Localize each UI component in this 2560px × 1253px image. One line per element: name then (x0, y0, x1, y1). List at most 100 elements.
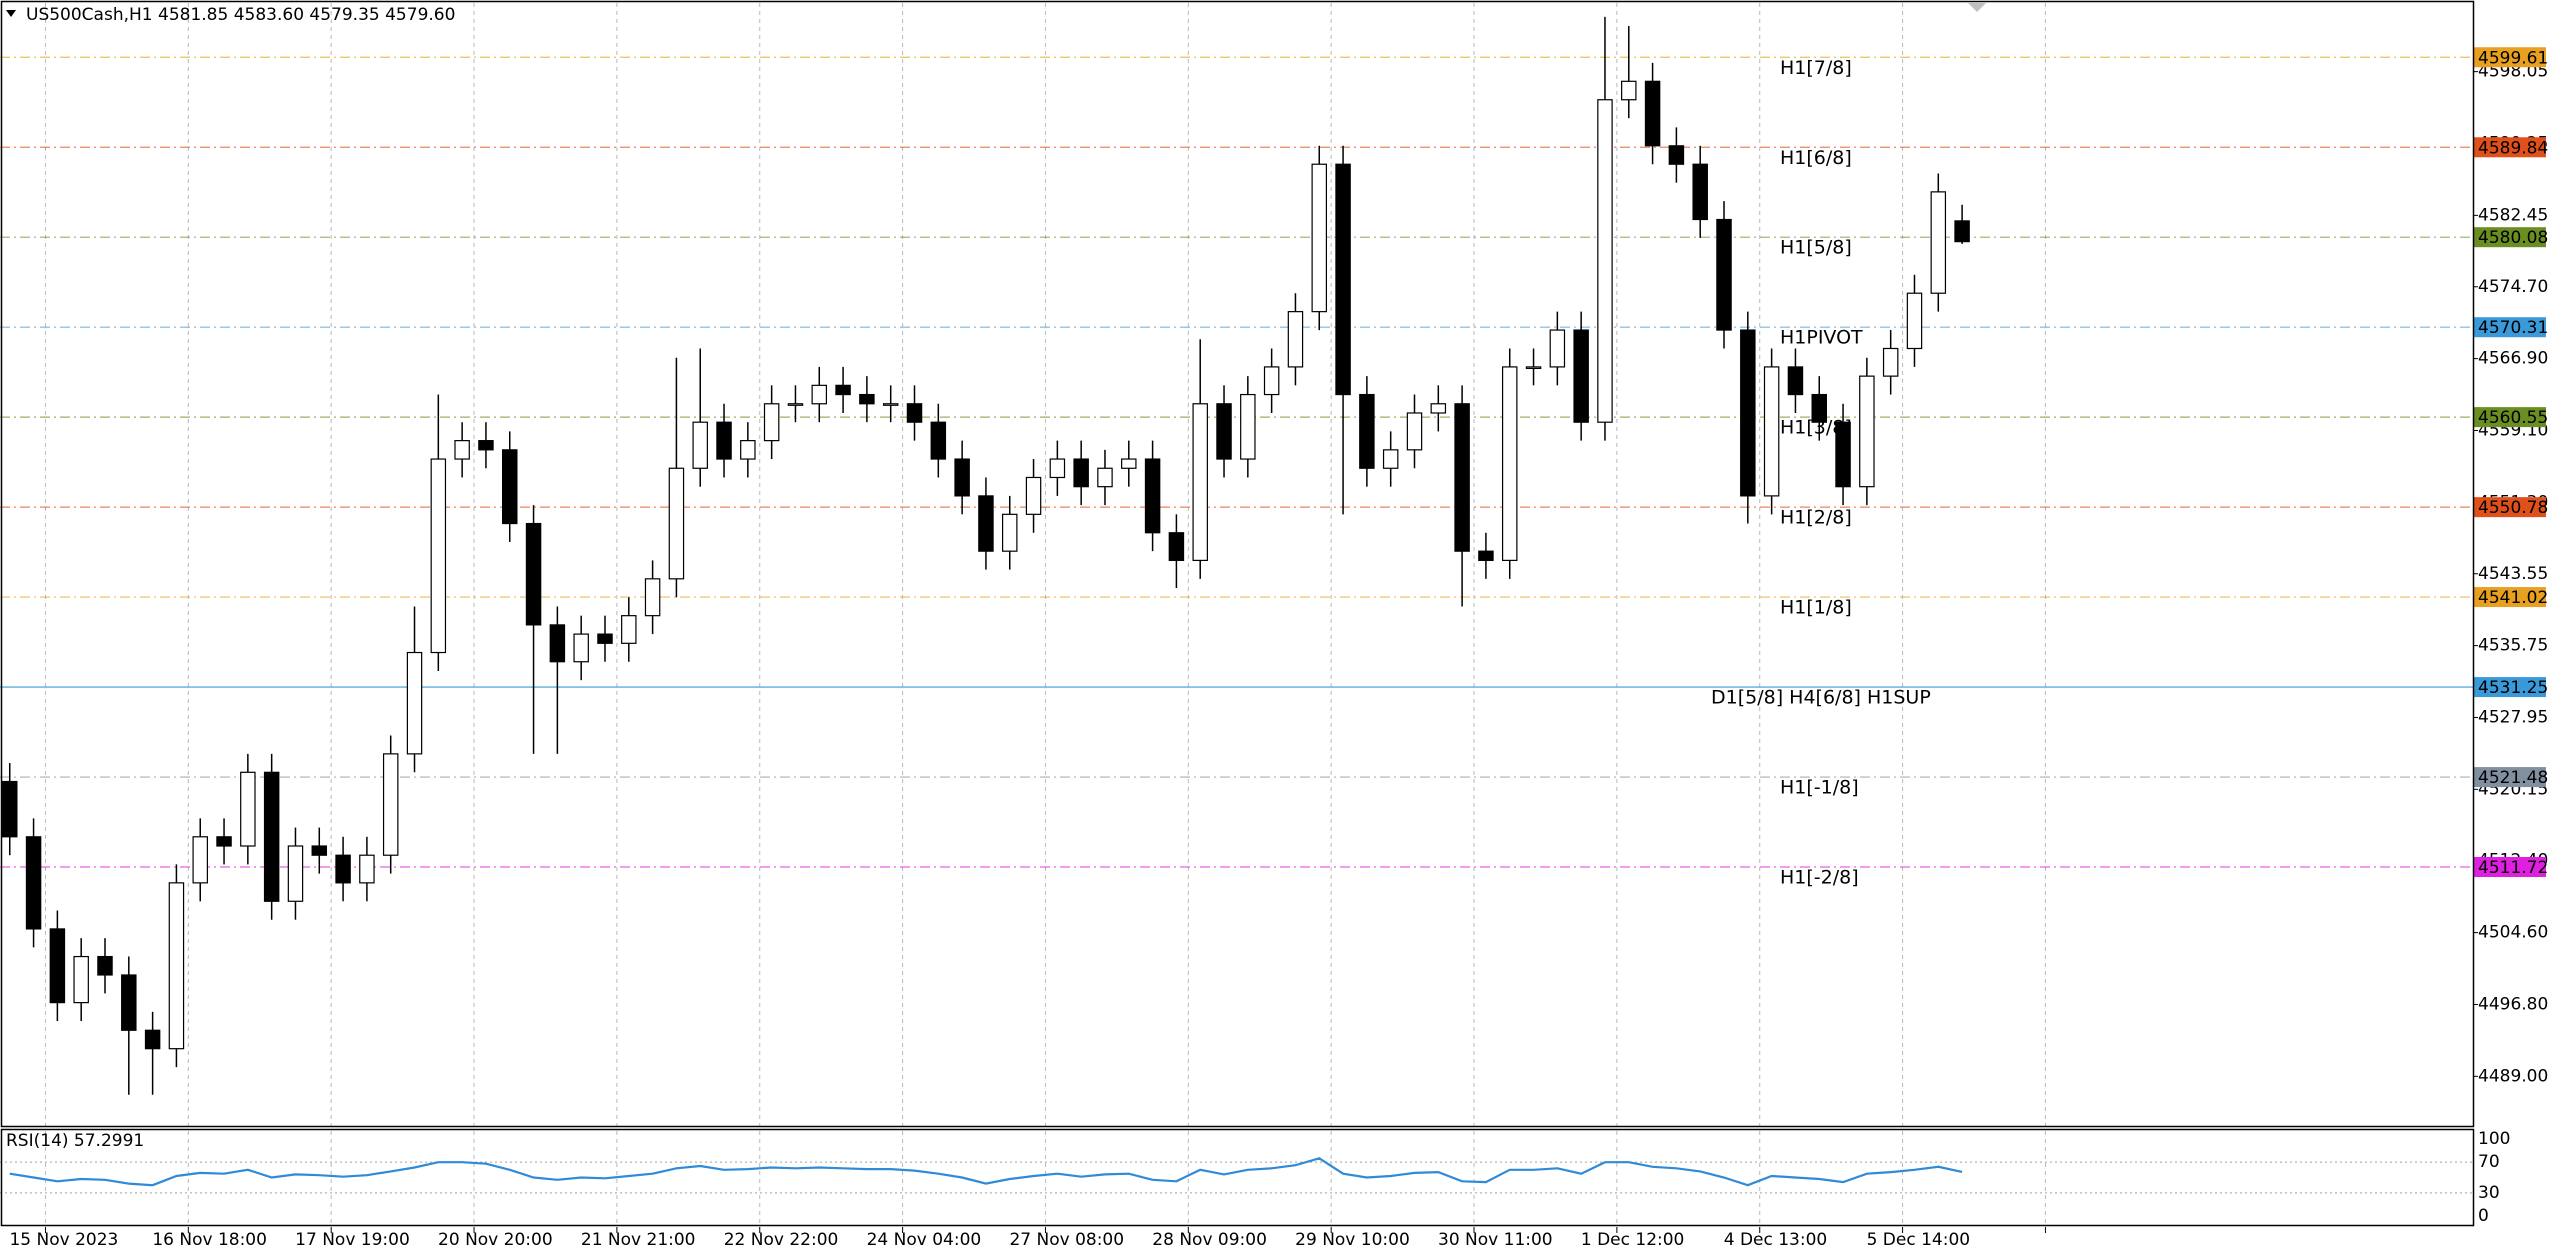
candle-body (1573, 329, 1589, 423)
level-badge-label: 4550.78 (2478, 498, 2548, 518)
x-tick-label: 5 Dec 14:00 (1867, 1230, 1971, 1250)
level-badge (2474, 857, 2546, 878)
candle-body (1168, 532, 1185, 561)
y-tick-label: 30 (2478, 1183, 2500, 1203)
chart-shift-marker (1968, 3, 1986, 12)
level-label: H1[2/8] (1780, 507, 1852, 529)
y-tick-label: 0 (2478, 1206, 2489, 1226)
candle-body (1954, 220, 1970, 243)
candle-body (478, 440, 494, 451)
level-label: H1[3/8] (1780, 417, 1852, 439)
candle-body (787, 403, 804, 406)
candle-body (1406, 412, 1423, 451)
candle-body (1811, 393, 1827, 423)
y-tick-label: 4574.70 (2478, 277, 2548, 297)
candle-body (121, 974, 137, 1031)
candle-body (216, 836, 232, 847)
level-badge-label: 4511.72 (2478, 858, 2548, 878)
candle-body (1835, 421, 1851, 488)
rsi-panel-frame (0, 1128, 2475, 1227)
candle-body (597, 633, 613, 644)
y-tick-label: 4566.90 (2478, 349, 2548, 369)
candle-body (1716, 218, 1732, 331)
candle-body (1930, 191, 1947, 294)
main-panel-frame (0, 0, 2475, 1128)
y-tick-label: 4535.75 (2478, 636, 2548, 656)
level-label: H1[6/8] (1780, 147, 1852, 169)
candle-body (1216, 403, 1232, 460)
candle-body (1549, 329, 1566, 368)
candle-body (1287, 311, 1304, 368)
candle-body (382, 753, 399, 856)
x-tick-label: 21 Nov 21:00 (581, 1230, 696, 1250)
level-badge (2474, 767, 2546, 788)
candle-body (1621, 80, 1637, 101)
candle-body (835, 384, 851, 396)
level-badge-label: 4589.84 (2478, 138, 2548, 158)
candle-body (1144, 458, 1161, 534)
candle-body (1430, 403, 1447, 414)
candle-body (1001, 513, 1018, 552)
level-label: H1[1/8] (1780, 597, 1852, 619)
candle-body (668, 467, 685, 580)
y-tick-label: 4504.60 (2478, 923, 2548, 943)
candle-body (73, 955, 89, 1004)
level-badge (2474, 47, 2546, 68)
candle-body (502, 449, 518, 525)
level-badge-label: 4570.31 (2478, 318, 2548, 338)
candle-body (1097, 467, 1113, 488)
level-badge-label: 4541.02 (2478, 588, 2548, 608)
candle-body (1240, 393, 1256, 460)
candle-body (644, 578, 661, 617)
y-tick-label: 4543.55 (2478, 564, 2548, 584)
candle-body (930, 421, 947, 460)
candle-body (1740, 329, 1756, 497)
candle-body (1263, 366, 1280, 396)
candle-body (1525, 366, 1542, 370)
candle-body (240, 771, 256, 847)
candle-body (430, 458, 447, 654)
candle-body (359, 854, 375, 884)
grid-layer (0, 3, 2474, 1233)
x-tick-label: 16 Nov 18:00 (152, 1230, 267, 1250)
candle-body (406, 651, 423, 755)
level-badge (2474, 227, 2546, 248)
candle-body (1192, 403, 1208, 561)
candle-body (287, 845, 304, 902)
candle-body (692, 421, 708, 469)
candle-body (454, 440, 470, 460)
candle-body (740, 440, 756, 460)
candle-body (811, 384, 828, 405)
candle-body (144, 1029, 161, 1050)
chart-title: US500Cash,H1 4581.85 4583.60 4579.35 457… (26, 5, 455, 25)
candle-body (859, 393, 875, 405)
candle-body (192, 836, 208, 884)
candle-body (335, 854, 351, 884)
candle-body (1478, 550, 1494, 561)
candle-body (954, 458, 970, 497)
y-tick-label: 4582.45 (2478, 205, 2548, 225)
x-tick-label: 17 Nov 19:00 (295, 1230, 410, 1250)
candle-body (1668, 145, 1685, 165)
level-label: D1[5/8] H4[6/8] H1SUP (1711, 687, 1931, 709)
x-tick-label: 28 Nov 09:00 (1152, 1230, 1267, 1250)
menu-triangle[interactable] (6, 10, 16, 17)
candle-body (311, 845, 328, 856)
candle-body (621, 615, 637, 644)
candle-body (263, 771, 280, 902)
y-tick-label: 4496.80 (2478, 994, 2548, 1014)
candle-body (168, 882, 185, 1050)
x-tick-label: 1 Dec 12:00 (1581, 1230, 1685, 1250)
candle-body (525, 522, 542, 626)
candle-body (549, 624, 566, 663)
level-badge-label: 4521.48 (2478, 768, 2548, 788)
y-tick-label: 70 (2478, 1152, 2500, 1172)
marks-layer (2, 16, 1970, 1187)
candle-body (716, 421, 732, 460)
x-tick-label: 15 Nov 2023 (9, 1230, 118, 1250)
candle-body (1121, 458, 1137, 469)
level-label: H1[-2/8] (1780, 867, 1859, 889)
candle-body (1025, 476, 1042, 515)
